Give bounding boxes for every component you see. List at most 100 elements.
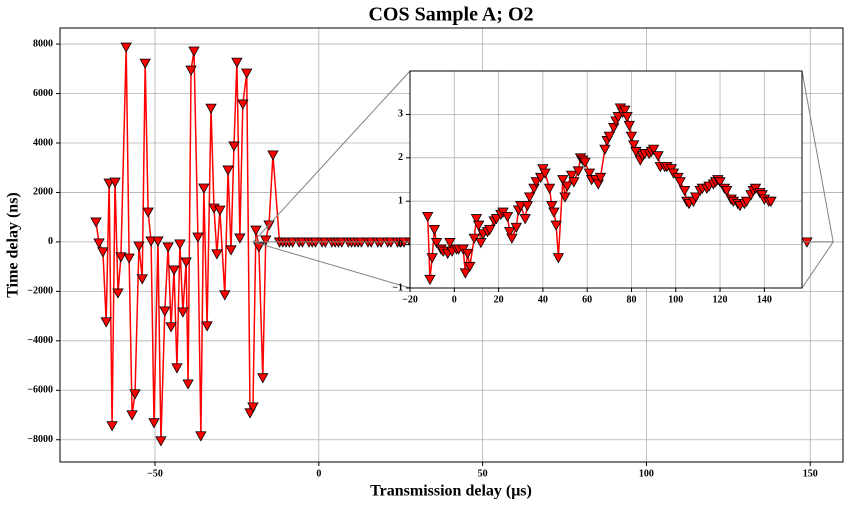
- marker: [253, 242, 265, 253]
- marker: [623, 120, 635, 132]
- y-tick-label: 4000: [33, 137, 53, 148]
- marker: [565, 170, 578, 181]
- x-tick-label: 0: [316, 468, 321, 479]
- marker: [470, 214, 483, 225]
- marker: [93, 238, 105, 249]
- marker: [475, 238, 487, 249]
- marker: [267, 150, 279, 161]
- marker: [133, 241, 145, 252]
- x-tick-label: 0: [452, 294, 457, 305]
- marker: [628, 140, 640, 151]
- x-tick-label: 50: [478, 468, 488, 479]
- marker: [120, 42, 132, 53]
- marker: [721, 185, 733, 197]
- marker: [521, 201, 534, 212]
- marker: [625, 131, 638, 142]
- marker: [714, 177, 726, 188]
- marker: [647, 144, 660, 155]
- marker: [139, 58, 151, 69]
- y-tick-label: 0: [48, 236, 53, 247]
- marker: [534, 172, 547, 184]
- x-axis-label: Transmission delay (μs): [370, 483, 532, 500]
- marker: [129, 389, 141, 400]
- marker: [222, 165, 234, 176]
- x-tick-label: 20: [494, 294, 504, 305]
- plot-background: [410, 71, 802, 288]
- marker: [115, 252, 127, 263]
- marker: [250, 225, 262, 236]
- marker: [180, 257, 192, 268]
- y-tick-label: 2000: [33, 187, 53, 198]
- marker: [97, 247, 109, 258]
- marker: [126, 410, 138, 421]
- x-tick-label: 150: [803, 468, 818, 479]
- marker: [100, 317, 112, 328]
- marker: [231, 57, 243, 68]
- marker: [241, 68, 253, 79]
- y-tick-label: 3: [398, 109, 403, 120]
- marker: [112, 288, 124, 299]
- plot-frame: [409, 70, 803, 289]
- marker: [552, 253, 565, 264]
- marker: [247, 402, 259, 413]
- data-layer: [422, 103, 777, 286]
- connector: [253, 241, 411, 289]
- marker: [90, 217, 102, 228]
- marker: [557, 175, 569, 186]
- marker: [195, 431, 207, 442]
- marker: [583, 168, 596, 179]
- marker: [237, 99, 249, 110]
- y-tick-label: −8000: [27, 434, 53, 445]
- marker: [690, 192, 702, 203]
- marker: [484, 225, 496, 236]
- marker: [594, 172, 607, 184]
- marker: [177, 307, 189, 318]
- marker: [461, 248, 474, 260]
- marker: [523, 192, 536, 203]
- marker: [546, 201, 558, 212]
- marker: [444, 238, 456, 249]
- marker: [426, 253, 438, 264]
- connector: [252, 70, 411, 243]
- marker: [155, 436, 167, 447]
- marker: [219, 290, 231, 301]
- marker: [168, 265, 180, 276]
- marker: [145, 236, 157, 247]
- marker: [185, 65, 197, 76]
- marker: [501, 211, 514, 223]
- x-tick-label: 100: [668, 294, 683, 305]
- marker: [510, 222, 522, 234]
- marker: [539, 168, 551, 179]
- x-tick-label: −20: [402, 294, 418, 305]
- marker: [612, 112, 624, 123]
- marker: [430, 238, 443, 249]
- y-tick-label: −1: [392, 282, 403, 293]
- marker: [740, 196, 753, 208]
- marker: [211, 249, 223, 260]
- y-tick-label: 0: [398, 239, 403, 250]
- marker: [678, 185, 691, 197]
- marker: [182, 379, 194, 390]
- marker: [530, 177, 542, 188]
- marker: [490, 214, 503, 225]
- marker: [428, 225, 441, 236]
- marker: [619, 105, 631, 116]
- marker: [422, 211, 434, 223]
- marker: [165, 322, 177, 333]
- y-tick-label: 2: [398, 152, 403, 163]
- y-tick-label: 8000: [33, 38, 53, 49]
- marker: [234, 233, 246, 244]
- inset-axes: −20 0 20 40 60 80 100 120 140 −1 0 1 2 3: [392, 70, 803, 305]
- connector: [801, 241, 834, 289]
- marker: [142, 207, 154, 218]
- marker: [550, 220, 562, 231]
- marker: [106, 421, 118, 432]
- y-tick-label: 1: [398, 195, 403, 206]
- marker: [214, 205, 226, 216]
- y-axis-label: Time delay (ns): [5, 192, 22, 297]
- x-tick-label: 120: [713, 294, 728, 305]
- marker: [205, 103, 217, 114]
- marker: [579, 157, 591, 168]
- marker: [188, 46, 200, 57]
